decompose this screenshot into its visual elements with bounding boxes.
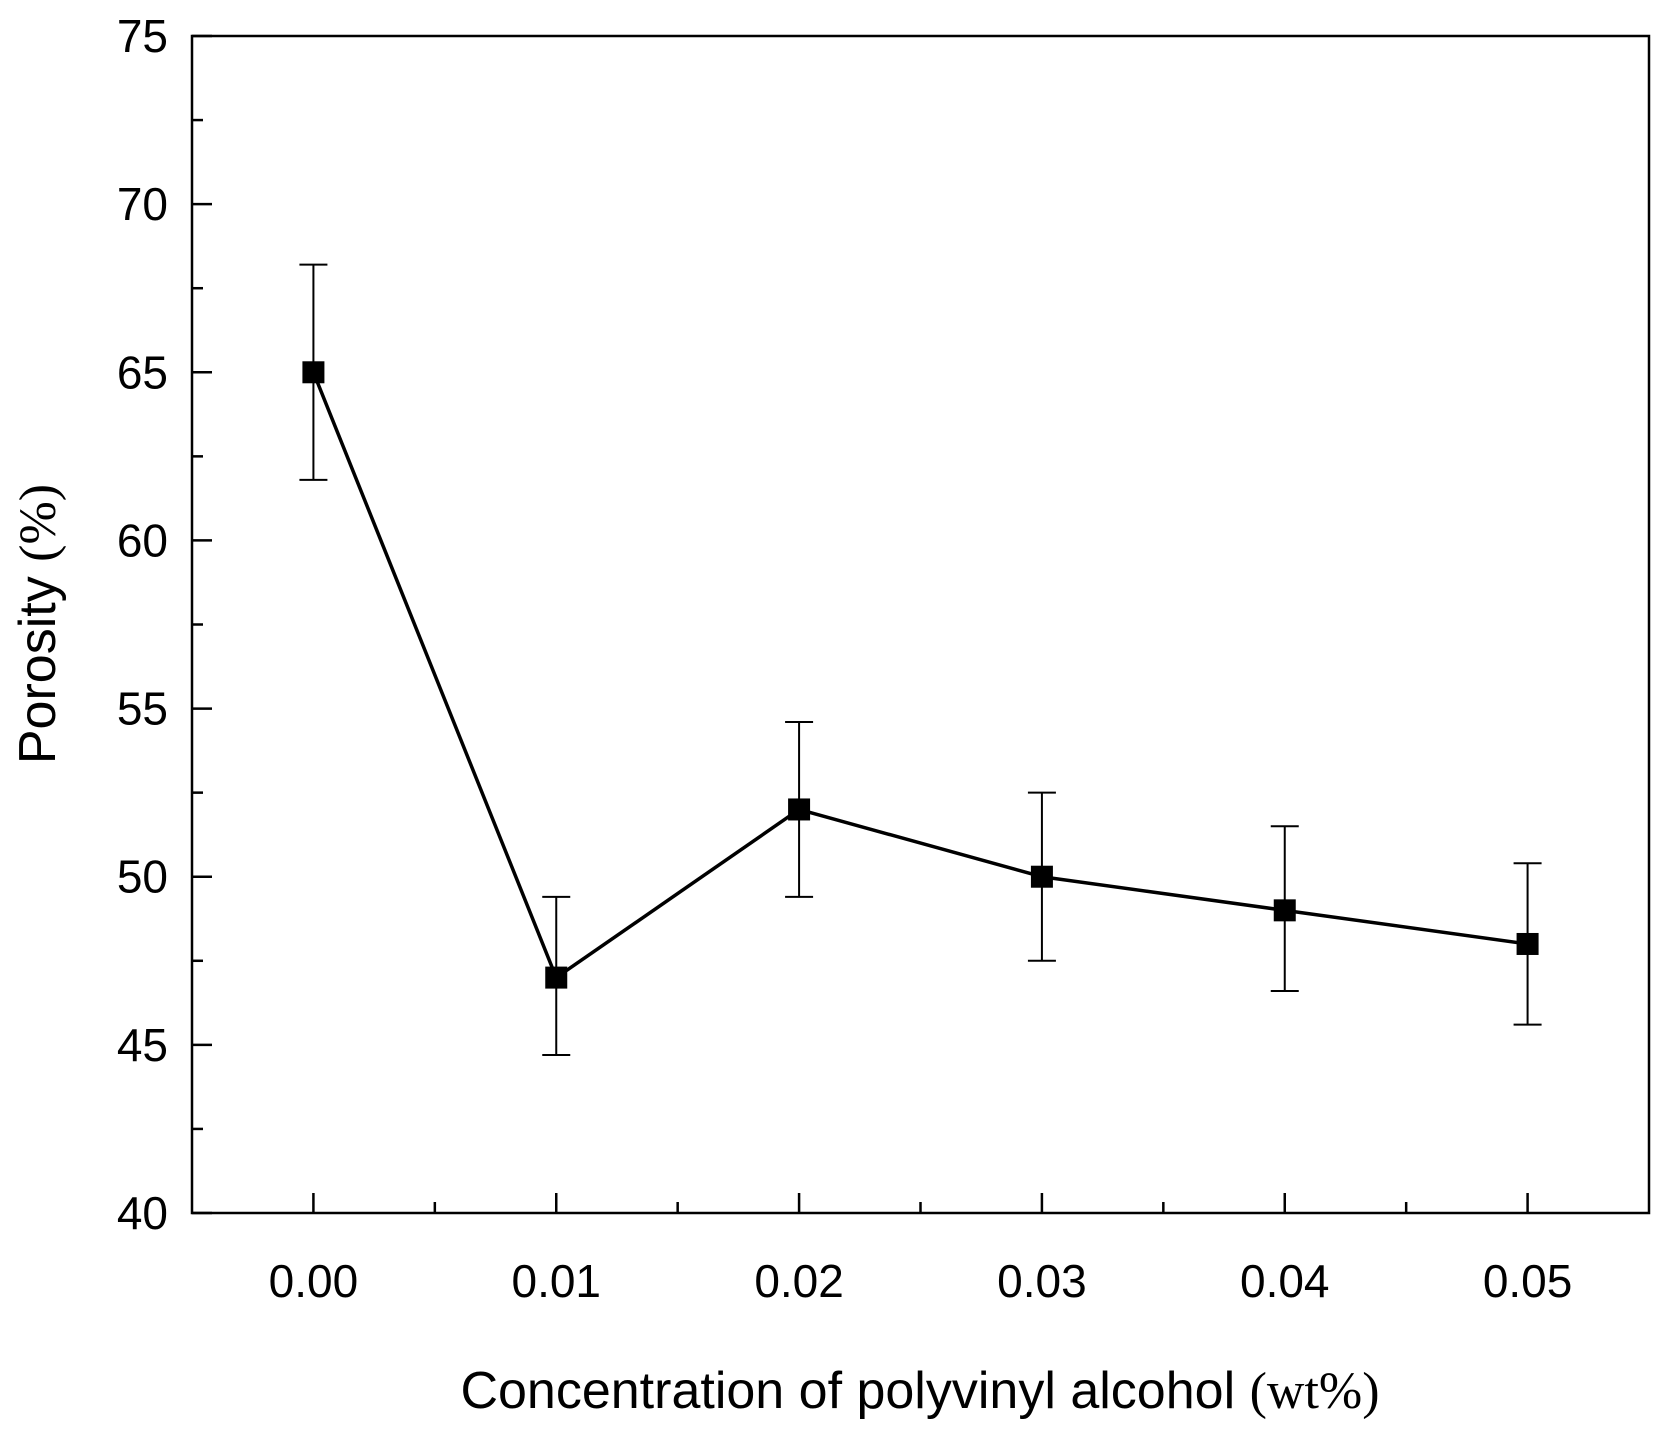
data-point-marker <box>1516 932 1539 955</box>
y-tick-label: 50 <box>117 851 168 903</box>
y-tick-label: 65 <box>117 346 168 398</box>
plot-frame <box>190 34 1651 1215</box>
series-line-segment <box>798 807 1043 879</box>
series-line-segment <box>555 808 801 980</box>
x-tick-label: 0.00 <box>269 1255 359 1307</box>
y-axis-title-main: Porosity <box>9 562 67 764</box>
y-tick-labels: 40 45 50 55 60 65 70 75 <box>117 10 168 1239</box>
x-tick-labels: 0.00 0.01 0.02 0.03 0.04 0.05 <box>269 1255 1573 1307</box>
x-axis-title: Concentration of polyvinyl alcohol (wt%) <box>460 1362 1379 1420</box>
x-axis-title-unit: (wt%) <box>1250 1363 1380 1420</box>
error-bars <box>299 263 1542 1056</box>
x-axis-title-main: Concentration of polyvinyl alcohol <box>460 1362 1249 1420</box>
y-tick-label: 45 <box>117 1019 168 1071</box>
x-tick-label: 0.05 <box>1483 1255 1573 1307</box>
markers <box>302 361 1539 989</box>
y-axis-title-unit: (%) <box>10 484 67 562</box>
x-tick-label: 0.03 <box>997 1255 1087 1307</box>
series-lines <box>311 371 1528 980</box>
x-tick-label: 0.04 <box>1240 1255 1330 1307</box>
major-ticks <box>192 34 1529 1215</box>
minor-ticks <box>192 118 1408 1213</box>
x-tick-label: 0.02 <box>754 1255 844 1307</box>
series-line-segment <box>311 371 558 979</box>
y-tick-label: 70 <box>117 178 168 230</box>
y-tick-label: 75 <box>117 10 168 62</box>
x-tick-label: 0.01 <box>511 1255 601 1307</box>
series-line-segment <box>1284 908 1528 946</box>
data-point-marker <box>1030 865 1053 888</box>
y-axis-title: Porosity (%) <box>9 484 67 764</box>
data-point-marker <box>1273 899 1296 922</box>
y-tick-label: 55 <box>117 683 168 735</box>
series-line-segment <box>1041 874 1285 913</box>
data-point-marker <box>302 361 325 384</box>
y-tick-label: 40 <box>117 1187 168 1239</box>
data-point-marker <box>545 966 568 989</box>
data-point-marker <box>788 798 811 821</box>
y-tick-label: 60 <box>117 514 168 566</box>
